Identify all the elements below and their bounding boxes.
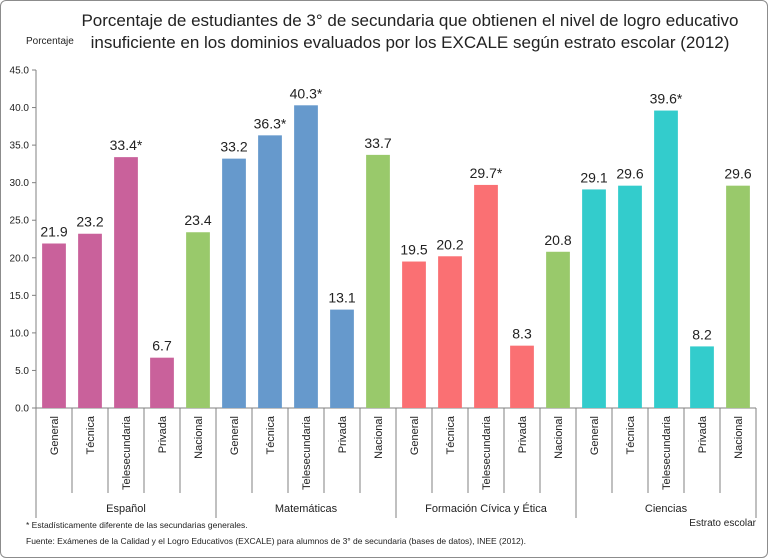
category-label: Técnica [85,415,97,454]
category-label: Privada [157,415,169,453]
bar [114,157,138,408]
bar [330,309,354,408]
category-label: Telesecundaria [121,415,133,490]
data-label: 33.4* [110,137,143,153]
footnote: * Estadísticamente diferente de las secu… [26,520,248,530]
bar [654,110,678,408]
y-tick-label: 45.0 [10,66,30,77]
chart-title: Porcentaje de estudiantes de 3° de secun… [81,11,739,52]
y-tick-label: 0.0 [15,404,29,415]
category-label: Telesecundaria [301,415,313,490]
data-label: 8.3 [512,326,532,342]
data-label: 6.7 [152,338,172,354]
category-label: General [589,416,601,455]
data-label: 29.1 [580,169,607,185]
bar [726,185,750,408]
group-label: Español [106,503,146,515]
group-label: Matemáticas [275,503,338,515]
category-label: Nacional [193,416,205,459]
data-label: 21.9 [40,224,67,240]
y-tick-label: 40.0 [10,103,30,114]
y-tick-label: 30.0 [10,178,30,189]
category-label: Nacional [553,416,565,459]
bar [186,232,210,408]
category-label: Nacional [373,416,385,459]
data-label: 29.7* [470,165,503,181]
category-label: Técnica [265,415,277,454]
category-label: Telesecundaria [661,415,673,490]
bar [618,185,642,408]
bar [546,251,570,408]
x-axis-title: Estrato escolar [689,518,756,529]
bar [366,154,390,408]
y-tick-label: 5.0 [15,366,29,377]
data-label: 33.2 [220,139,247,155]
bar [150,357,174,408]
group-label: Ciencias [645,503,688,515]
category-label: Telesecundaria [481,415,493,490]
bar [510,345,534,408]
data-label: 8.2 [692,326,712,342]
y-tick-label: 15.0 [10,291,30,302]
category-label: Técnica [625,415,637,454]
data-label: 19.5 [400,242,427,258]
data-label: 40.3* [290,85,323,101]
y-tick-label: 25.0 [10,216,30,227]
category-label: Privada [697,415,709,453]
bar [690,346,714,408]
bar [222,158,246,408]
y-tick-label: 35.0 [10,141,30,152]
category-label: Nacional [733,416,745,459]
category-label: General [229,416,241,455]
bar [474,184,498,408]
bar [78,233,102,408]
data-label: 39.6* [650,91,683,107]
source-note: Fuente: Exámenes de la Calidad y el Logr… [26,536,526,546]
category-label: General [49,416,61,455]
data-label: 29.6 [616,166,643,182]
data-label: 36.3* [254,115,287,131]
group-label: Formación Cívica y Ética [425,502,548,515]
data-label: 20.2 [436,236,463,252]
y-tick-label: 20.0 [10,253,30,264]
bar [582,189,606,408]
category-label: General [409,416,421,455]
data-label: 23.4 [184,212,211,228]
bar [438,256,462,408]
data-label: 13.1 [328,290,355,306]
data-label: 33.7 [364,135,391,151]
category-label: Privada [517,415,529,453]
y-tick-label: 10.0 [10,328,30,339]
data-label: 29.6 [724,166,751,182]
bar [258,135,282,408]
data-label: 20.8 [544,232,571,248]
category-label: Técnica [445,415,457,454]
data-label: 23.2 [76,214,103,230]
y-axis-title: Porcentaje [26,36,74,47]
bar [402,261,426,408]
category-label: Privada [337,415,349,453]
bar [42,243,66,408]
bar [294,105,318,409]
